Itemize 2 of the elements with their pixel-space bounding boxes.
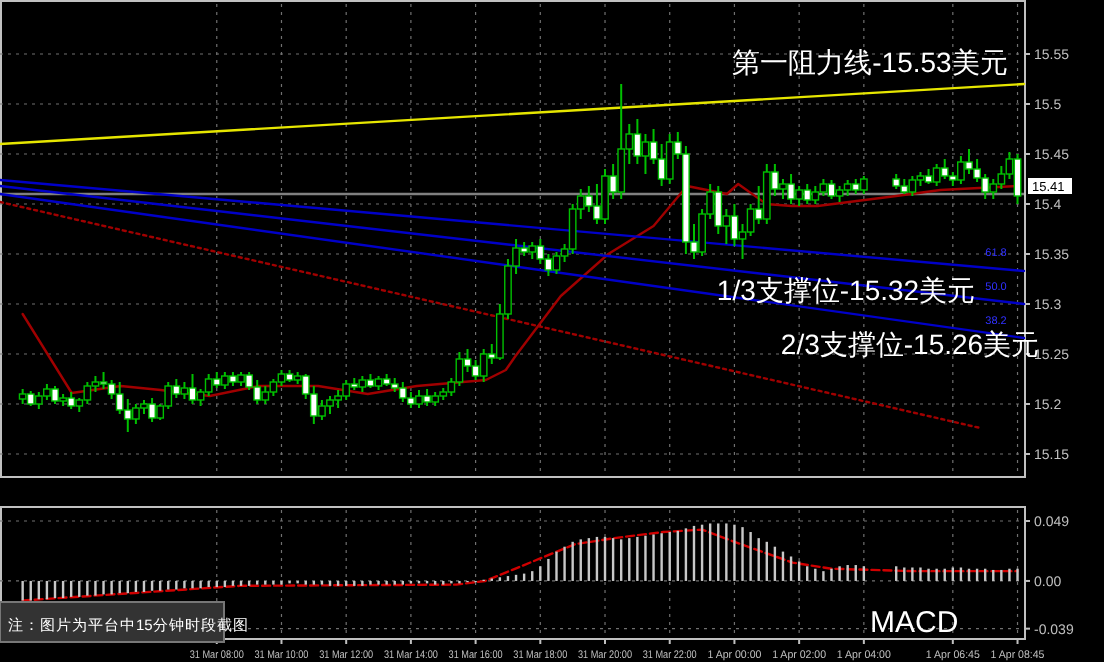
annotation: MACD — [870, 606, 959, 640]
annotation: 第一阻力线-15.53美元 — [732, 46, 1008, 78]
